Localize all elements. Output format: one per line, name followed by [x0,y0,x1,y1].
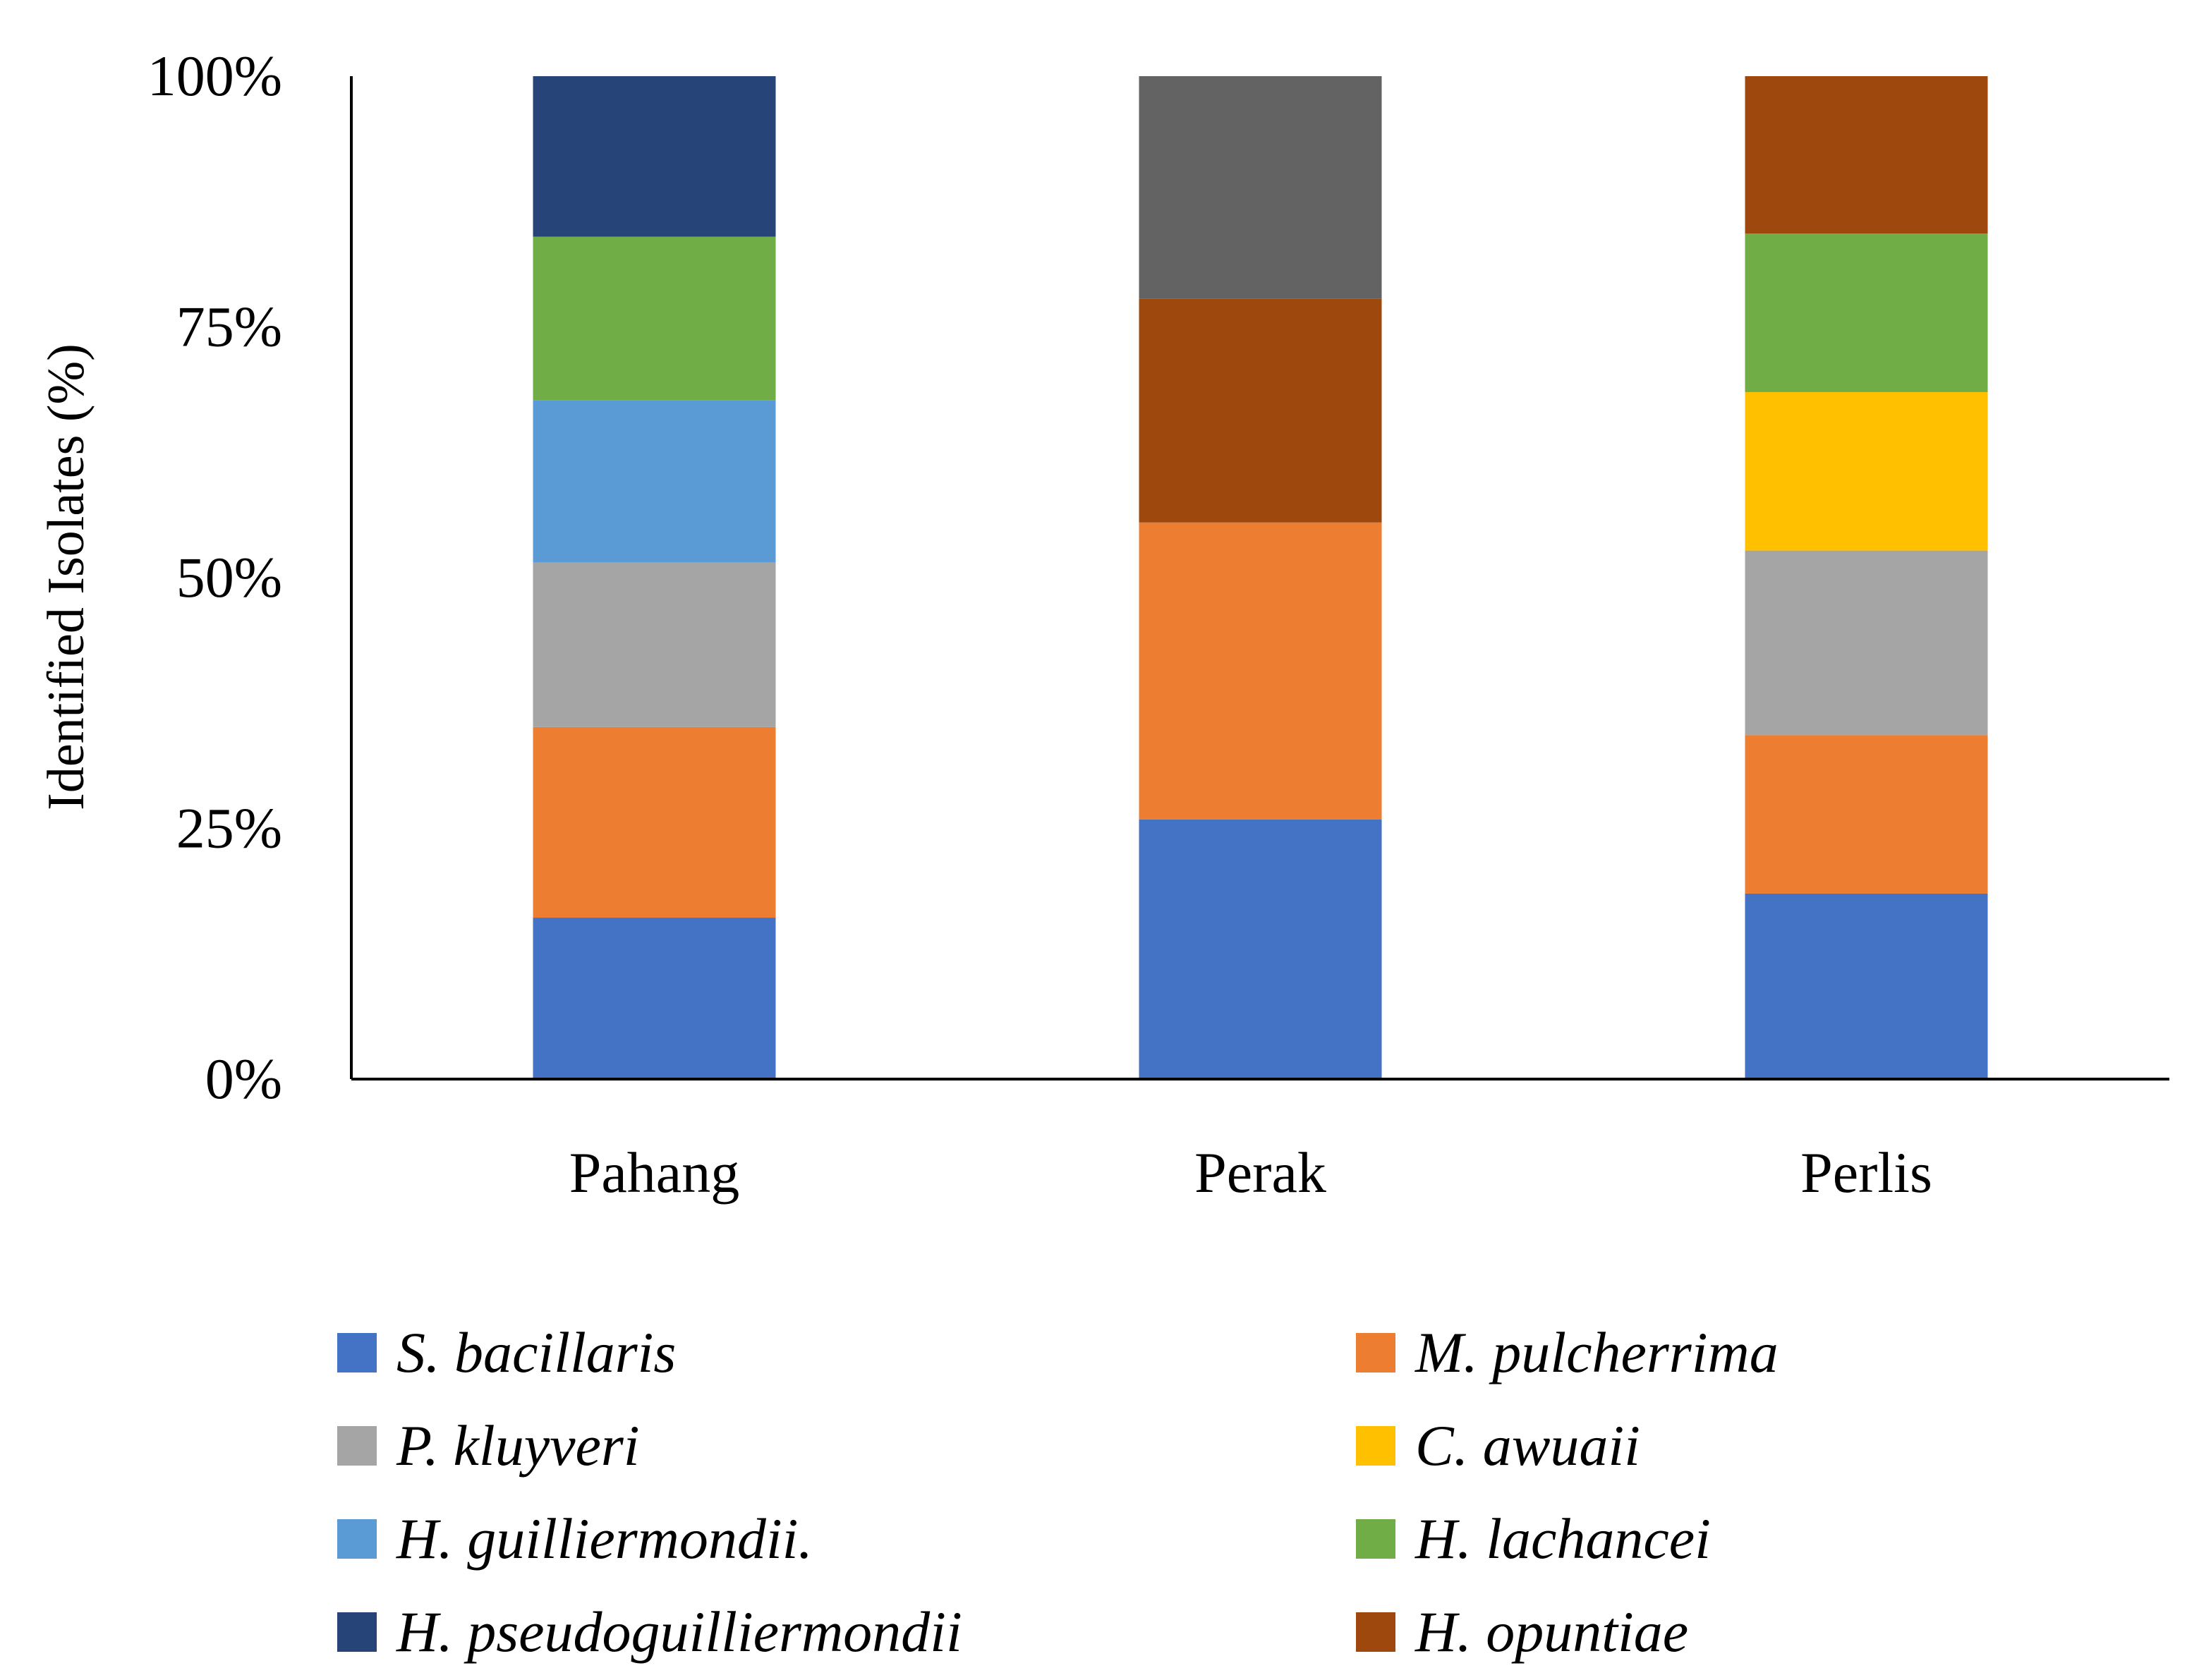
bars-layer [533,76,1988,1079]
bar-segment-pahang-h-lachancei [533,236,776,401]
bar-segment-perlis-m-pulcherrima [1745,735,1988,894]
bar-segment-pahang-s-bacillaris [533,918,776,1079]
x-category-label-perlis: Perlis [1800,1140,1932,1205]
legend-label: H. lachancei [1414,1506,1711,1571]
bar-segment-perlis-h-lachancei [1745,233,1988,392]
legend-item-p-kluyveri: P. kluyveri [337,1413,640,1478]
bar-segment-perak-other-8 [1139,76,1382,299]
x-category-label-pahang: Pahang [569,1140,739,1205]
legend-swatch [1356,1612,1395,1652]
legend-swatch [337,1426,377,1466]
legend-swatch [1356,1333,1395,1372]
legend-label: H. guilliermondii. [396,1506,813,1571]
legend-swatch [337,1612,377,1652]
legend-swatch [1356,1519,1395,1559]
legend-label: M. pulcherrima [1414,1320,1779,1384]
bar-segment-perlis-c-awuaii [1745,391,1988,551]
bar-segment-pahang-p-kluyveri [533,562,776,727]
legend-label: H. pseudoguilliermondii [396,1600,962,1664]
bar-segment-perlis-h-opuntiae [1745,76,1988,234]
legend-swatch [337,1333,377,1372]
bar-segment-perak-h-opuntiae [1139,298,1382,523]
y-tick-label: 75% [176,295,282,359]
legend-item-s-bacillaris: S. bacillaris [337,1320,676,1384]
y-tick-label: 100% [147,44,282,108]
legend: S. bacillaris M. pulcherrima P. kluyveri C.… [337,1320,1779,1664]
y-tick-label: 50% [176,545,282,609]
bar-segment-perlis-p-kluyveri [1745,550,1988,736]
bar-segment-pahang-h-guilliermondii [533,400,776,563]
legend-item-c-awuaii: C. awuaii [1356,1413,1640,1478]
x-category-label-perak: Perak [1194,1140,1326,1205]
bar-segment-perak-m-pulcherrima [1139,522,1382,820]
legend-item-h-opuntiae: H. opuntiae [1356,1600,1688,1664]
axes-layer [350,76,2169,1081]
legend-item-m-pulcherrima: M. pulcherrima [1356,1320,1779,1384]
legend-item-h-lachancei: H. lachancei [1356,1506,1711,1571]
legend-item-h-pseudoguilliermondii: H. pseudoguilliermondii [337,1600,962,1664]
legend-swatch [1356,1426,1395,1466]
bar-segment-pahang-h-pseudoguilliermondii [533,76,776,237]
legend-label: C. awuaii [1415,1413,1640,1478]
bar-segment-perak-s-bacillaris [1139,819,1382,1079]
legend-item-h-guilliermondii: H. guilliermondii. [337,1506,813,1571]
bar-segment-pahang-m-pulcherrima [533,726,776,918]
legend-swatch [337,1519,377,1559]
legend-label: P. kluyveri [396,1413,640,1478]
legend-label: H. opuntiae [1414,1600,1688,1664]
y-tick-label: 25% [176,796,282,860]
y-axis-title: Identified Isolates (%) [37,343,95,810]
bar-segment-perlis-s-bacillaris [1745,893,1988,1079]
y-tick-labels: 0% 25% 50% 75% 100% [147,44,282,1111]
legend-label: S. bacillaris [396,1320,676,1384]
y-tick-label: 0% [205,1047,282,1111]
category-labels: Pahang Perak Perlis [569,1140,1932,1205]
